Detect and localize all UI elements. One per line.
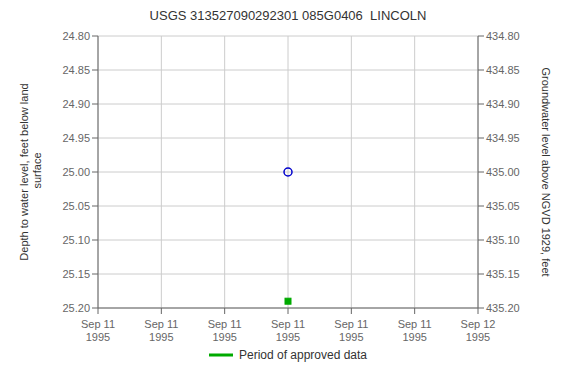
svg-text:434.80: 434.80 [486, 30, 520, 42]
svg-text:24.85: 24.85 [62, 64, 90, 76]
svg-text:Depth to water level, feet bel: Depth to water level, feet below land su… [18, 83, 43, 260]
svg-text:435.15: 435.15 [486, 268, 520, 280]
svg-text:25.15: 25.15 [62, 268, 90, 280]
svg-text:Sep 111995: Sep 111995 [398, 318, 432, 343]
svg-text:434.95: 434.95 [486, 132, 520, 144]
svg-text:435.10: 435.10 [486, 234, 520, 246]
svg-text:435.00: 435.00 [486, 166, 520, 178]
svg-text:434.85: 434.85 [486, 64, 520, 76]
svg-text:25.10: 25.10 [62, 234, 90, 246]
svg-text:25.20: 25.20 [62, 302, 90, 314]
svg-text:24.90: 24.90 [62, 98, 90, 110]
svg-text:435.05: 435.05 [486, 200, 520, 212]
svg-text:Sep 111995: Sep 111995 [144, 318, 178, 343]
svg-text:24.80: 24.80 [62, 30, 90, 42]
svg-text:Sep 111995: Sep 111995 [271, 318, 305, 343]
svg-text:25.05: 25.05 [62, 200, 90, 212]
svg-text:Sep 111995: Sep 111995 [208, 318, 242, 343]
svg-text:25.00: 25.00 [62, 166, 90, 178]
svg-text:434.90: 434.90 [486, 98, 520, 110]
svg-text:24.95: 24.95 [62, 132, 90, 144]
html-text:Period of approved data: Period of approved data [239, 348, 367, 362]
svg-text:435.20: 435.20 [486, 302, 520, 314]
svg-text:Sep 111995: Sep 111995 [81, 318, 115, 343]
svg-text:Sep 121995: Sep 121995 [461, 318, 496, 343]
svg-text:Groundwater level above NGVD 1: Groundwater level above NGVD 1929, feet [540, 67, 552, 276]
svg-text:Sep 111995: Sep 111995 [334, 318, 368, 343]
html-text:USGS 313527090292301 085G0406: USGS 313527090292301 085G0406 LINCOLN [149, 8, 427, 23]
